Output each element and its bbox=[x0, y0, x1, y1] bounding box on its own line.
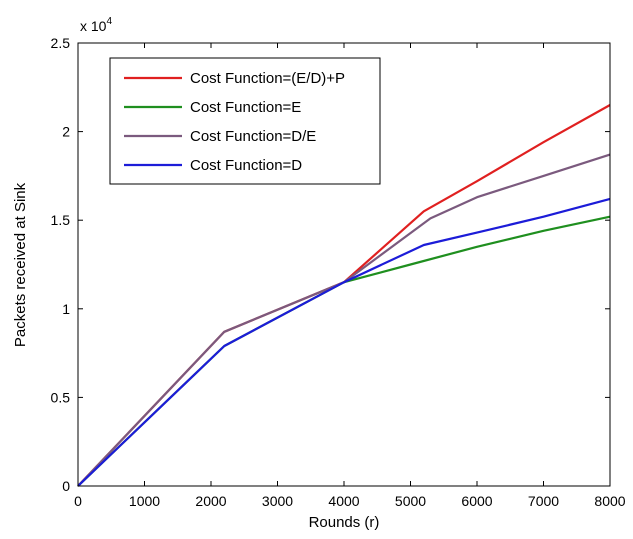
legend-label-4: Cost Function=D bbox=[190, 157, 302, 174]
y-tick-label: 0.5 bbox=[51, 389, 71, 405]
x-tick-label: 8000 bbox=[594, 493, 625, 509]
legend-label-2: Cost Function=E bbox=[190, 99, 301, 116]
x-tick-label: 1000 bbox=[129, 493, 160, 509]
y-tick-label: 0 bbox=[62, 478, 70, 494]
x-tick-label: 5000 bbox=[395, 493, 426, 509]
legend: Cost Function=(E/D)+P Cost Function=E Cost… bbox=[109, 57, 381, 185]
series-line-4 bbox=[77, 197, 611, 487]
x-tick-label: 4000 bbox=[328, 493, 359, 509]
y-tick-label: 1 bbox=[62, 301, 70, 317]
y-tick-label: 2 bbox=[62, 124, 70, 140]
x-tick-label: 0 bbox=[74, 493, 82, 509]
x-tick-label: 3000 bbox=[262, 493, 293, 509]
x-tick-label: 2000 bbox=[195, 493, 226, 509]
y-multiplier: x 104 bbox=[80, 16, 112, 34]
series-line-3 bbox=[77, 153, 611, 487]
y-tick-label: 2.5 bbox=[51, 35, 71, 51]
x-axis: 0 1000 2000 3000 4000 5000 6000 7000 8000 bbox=[74, 43, 626, 509]
x-axis-label: Rounds (r) bbox=[309, 514, 380, 531]
x-tick-label: 6000 bbox=[461, 493, 492, 509]
y-tick-label: 1.5 bbox=[51, 212, 71, 228]
y-axis-label: Packets received at Sink bbox=[12, 182, 29, 347]
series-layer bbox=[77, 104, 611, 487]
legend-label-1: Cost Function=(E/D)+P bbox=[190, 70, 345, 87]
x-tick-label: 7000 bbox=[528, 493, 559, 509]
y-axis: 0 0.5 1 1.5 2 2.5 bbox=[51, 35, 610, 494]
legend-label-3: Cost Function=D/E bbox=[190, 128, 316, 145]
